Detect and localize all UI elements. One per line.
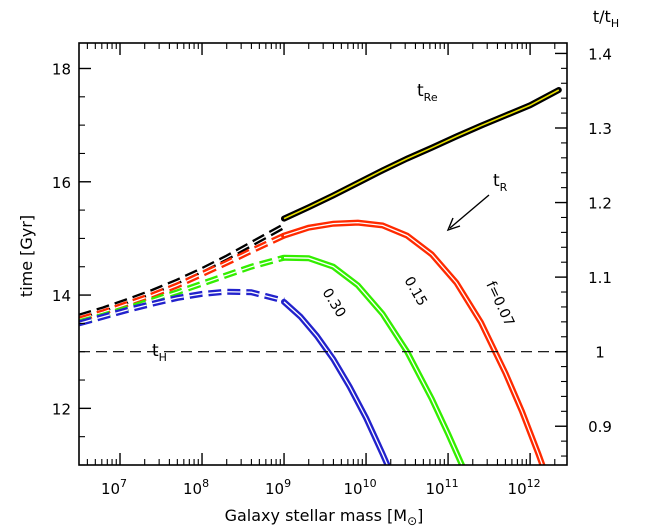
x-tick-label-10: 1010 [344,477,377,498]
series-3 [79,288,391,465]
series-3-dashed-core [79,291,285,325]
y-tick-label-18: 18 [52,60,71,78]
series-label-tRe-sub: Re [424,91,438,104]
series-0 [79,87,562,320]
x-tick-label-exp: 12 [527,477,541,490]
right-axis-title-main: t/t [593,7,611,26]
series-label-tRe-main: t [417,81,424,101]
series-0-dashed-core [79,225,285,318]
x-tick-label-7: 107 [101,477,127,498]
series-label-030: 0.30 [319,286,349,321]
x-tick-label-exp: 11 [445,477,459,490]
y2-tick-label-1.3: 1.3 [588,120,612,138]
y-axis-title: time [Gyr] [17,215,36,297]
x-tick-label-12: 1012 [508,477,541,498]
ticks-layer [79,43,567,466]
y2-tick-label-1: 1 [595,344,605,362]
hline-label-sub: H [159,351,167,364]
x-tick-label-base: 10 [344,480,363,498]
y2-tick-label-1.4: 1.4 [588,45,612,63]
annotation-tR: tR [493,171,508,194]
x-tick-label-11: 1011 [426,477,459,498]
x-tick-label-8: 108 [183,477,209,498]
series-2-dashed-core [79,257,285,323]
x-axis-title-close: ] [417,506,423,525]
hline-label: tH [152,341,167,364]
series-0-dashed [79,223,286,320]
plot-frame [78,42,568,466]
y-tick-label-16: 16 [52,174,71,192]
series-label-015: 0.15 [401,274,430,309]
labels-layer: 107 108 109 1010 1011 1012121416180.911.11.21… [52,45,612,498]
series-label-tRe: tRe [417,81,438,104]
series-3-solid-core [283,301,389,465]
x-tick-label-base: 10 [183,480,202,498]
x-tick-label-exp: 9 [284,477,291,490]
series-0-solid-core [283,89,560,220]
x-tick-label-9: 109 [265,477,291,498]
x-tick-label-exp: 10 [363,477,377,490]
series-1 [79,219,546,465]
sun-symbol: ⊙ [407,514,417,528]
y-tick-label-14: 14 [52,287,71,305]
right-axis-title: t/tH [593,7,619,30]
curves-layer [79,87,562,465]
series-1-dashed-core [79,235,285,321]
annotation-tR-main: t [493,171,500,191]
series-label-f007: f=0.07 [482,279,517,329]
y-tick-label-12: 12 [52,400,71,418]
x-tick-label-exp: 8 [202,477,209,490]
series-1-dashed [79,232,286,323]
x-tick-label-exp: 7 [120,477,127,490]
right-axis-title-sub: H [611,17,619,30]
series-2-solid-core [283,257,463,465]
x-tick-label-base: 10 [101,480,120,498]
x-tick-label-base: 10 [508,480,527,498]
x-axis-title: Galaxy stellar mass [M⊙] [225,506,424,528]
y2-tick-label-0.9: 0.9 [588,418,612,436]
hline-label-main: t [152,341,159,361]
series-2 [79,254,466,465]
y2-tick-label-1.2: 1.2 [588,195,612,213]
x-axis-title-main: Galaxy stellar mass [M [225,506,407,525]
x-tick-label-base: 10 [265,480,284,498]
annotation-arrow [446,194,490,232]
annotation-tR-sub: R [500,181,508,194]
x-tick-label-base: 10 [426,480,445,498]
series-1-solid-core [283,221,544,465]
y2-tick-label-1.1: 1.1 [588,269,612,287]
series-3-dashed [79,288,285,327]
